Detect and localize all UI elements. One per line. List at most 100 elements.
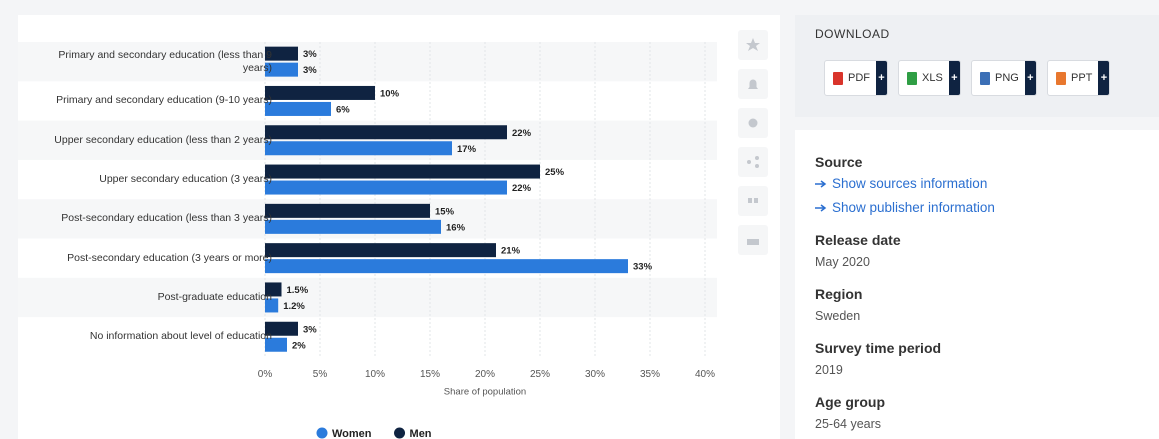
bar (265, 219, 441, 234)
bar (265, 259, 628, 274)
chart: Share of population 0% 5% 10% 15% 20% 25% 30% 3… (18, 30, 768, 439)
detail-value: 25-64 years (815, 417, 882, 431)
info-link[interactable]: Show publisher information (815, 200, 995, 215)
bar (265, 180, 507, 195)
category-label: Primary and secondary education (9-10 ye… (56, 94, 272, 107)
download-title: DOWNLOAD (815, 27, 890, 41)
detail-value: Sweden (815, 309, 861, 323)
x-tick-label: 5% (313, 369, 328, 380)
category-label: Post-secondary education (3 years or mor… (67, 251, 272, 264)
x-tick-label: 30% (585, 369, 605, 380)
button-action: + (876, 61, 887, 95)
button-label: PNG (995, 72, 1019, 84)
share-icon (755, 156, 759, 160)
bar (265, 164, 540, 179)
button-body: PPT (1048, 61, 1098, 95)
file-icon (833, 71, 843, 85)
legend-marker (316, 427, 328, 439)
detail-value: May 2020 (815, 255, 870, 269)
arrow-icon (815, 179, 827, 188)
value-label: 21% (501, 246, 521, 257)
bar (265, 243, 496, 258)
legend-marker (394, 427, 406, 439)
x-tick-label: 40% (695, 369, 715, 380)
x-tick-label: 15% (420, 369, 440, 380)
cite-icon (754, 198, 758, 203)
x-axis-title: Share of population (444, 387, 526, 398)
button-label: XLS (922, 72, 943, 84)
detail-title: Age group (815, 394, 885, 410)
bar (265, 298, 279, 313)
legend-label: Women (332, 428, 372, 439)
value-label: 33% (633, 262, 653, 273)
bar (265, 46, 298, 61)
value-label: 1.5% (287, 285, 309, 296)
button-action: + (1098, 61, 1110, 95)
file-icon (980, 71, 990, 85)
category-label: Post-secondary education (less than 3 ye… (61, 212, 272, 225)
cite-icon (748, 198, 752, 203)
row-band (18, 42, 717, 82)
x-tick-label: 35% (640, 369, 660, 380)
button-action: + (1024, 61, 1036, 95)
value-label: 2% (292, 340, 306, 351)
value-label: 3% (303, 49, 317, 60)
source-title: Source (815, 154, 863, 170)
bar (265, 125, 507, 140)
download-button[interactable]: PNG + (971, 60, 1037, 96)
detail-title: Survey time period (815, 340, 942, 356)
tool-icons (738, 30, 768, 255)
value-label: 1.2% (283, 301, 305, 312)
info-panel: Source Show sources information Show publ… (795, 130, 1159, 439)
cite-button[interactable] (738, 186, 768, 216)
x-tick-label: 20% (475, 369, 495, 380)
star-icon (746, 38, 760, 51)
category-label: Upper secondary education (less than 2 y… (54, 133, 272, 146)
bell-icon (748, 79, 758, 89)
x-tick-label: 10% (365, 369, 385, 380)
chart-card: Share of population 0% 5% 10% 15% 20% 25% 30% 3… (18, 15, 780, 439)
bar (265, 321, 298, 336)
category-label: No information about level of education (89, 330, 272, 343)
button-label: PPT (1071, 72, 1093, 84)
bar (265, 203, 430, 218)
file-icon (1056, 71, 1066, 85)
value-label: 3% (303, 65, 317, 76)
link-text: Show sources information (832, 176, 988, 191)
download-button[interactable]: XLS + (898, 60, 961, 96)
bar (265, 62, 298, 77)
bar (265, 337, 287, 352)
button-body: PDF (825, 61, 876, 95)
button-label: PDF (848, 72, 870, 84)
legend-label: Men (410, 428, 432, 439)
value-label: 3% (303, 324, 317, 335)
gear-icon (748, 118, 758, 128)
value-label: 25% (545, 167, 565, 178)
category-label: Upper secondary education (3 years) (99, 173, 272, 186)
button-body: PNG (972, 61, 1025, 95)
bar (265, 101, 331, 116)
button-action: + (948, 61, 960, 95)
file-icon (907, 71, 917, 85)
category-label: Post-graduate education (157, 290, 272, 303)
arrow-icon (815, 203, 827, 212)
category-label: Primary and secondary education (less th… (58, 48, 272, 74)
share-icon (755, 164, 759, 168)
link-text: Show publisher information (832, 200, 995, 215)
x-tick-label: 25% (530, 369, 550, 380)
detail-value: 2019 (815, 363, 843, 377)
download-button[interactable]: PDF + (824, 60, 888, 96)
value-label: 17% (457, 144, 477, 155)
detail-title: Release date (815, 232, 901, 248)
detail-title: Region (815, 286, 863, 302)
download-button[interactable]: PPT + (1047, 60, 1111, 96)
print-icon (747, 239, 759, 245)
bar (265, 85, 375, 100)
value-label: 15% (435, 206, 455, 217)
download-panel: DOWNLOAD PDF + XLS + PNG + PPT + (795, 15, 1159, 117)
value-label: 16% (446, 222, 466, 233)
info-link[interactable]: Show sources information (815, 176, 987, 191)
x-tick-label: 0% (258, 369, 273, 380)
value-label: 6% (336, 104, 350, 115)
share-button[interactable] (738, 147, 768, 177)
